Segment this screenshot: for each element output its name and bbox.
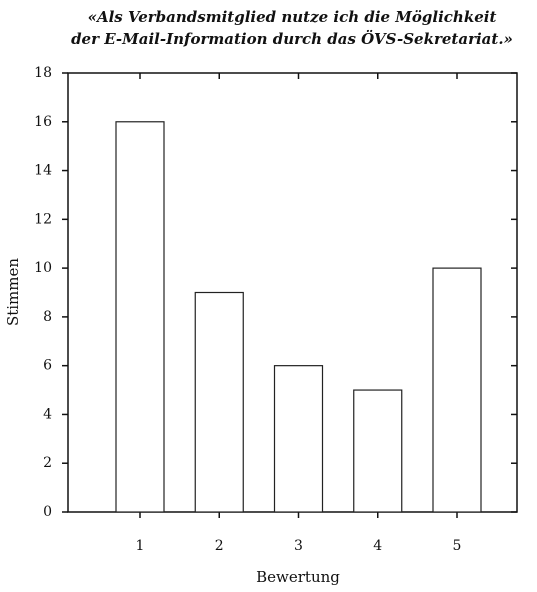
- chart-title: «Als Verbandsmitglied nutze ich die Mögl…: [88, 8, 497, 26]
- bar: [432, 267, 482, 513]
- y-tick-label: 2: [43, 455, 52, 471]
- y-tick-label: 0: [43, 504, 52, 520]
- bar: [115, 121, 165, 513]
- chart-title: der E-Mail-Information durch das ÖVS-Sek…: [71, 29, 513, 48]
- x-tick-label: 4: [373, 538, 382, 554]
- y-tick-label: 8: [43, 309, 52, 325]
- y-tick-label: 14: [34, 163, 52, 179]
- bar: [194, 291, 244, 513]
- y-tick-label: 12: [34, 211, 52, 227]
- y-tick-label: 18: [34, 65, 52, 81]
- y-tick-label: 16: [34, 114, 52, 130]
- x-tick-label: 5: [453, 538, 462, 554]
- x-tick-label: 2: [215, 538, 224, 554]
- y-tick-label: 10: [34, 260, 52, 276]
- bar: [273, 365, 324, 513]
- x-axis-label: Bewertung: [256, 568, 340, 586]
- y-tick-label: 4: [43, 406, 52, 422]
- bar: [353, 389, 403, 513]
- y-tick-label: 6: [43, 358, 52, 374]
- x-tick-label: 3: [294, 538, 303, 554]
- x-tick-label: 1: [136, 538, 145, 554]
- y-axis-label: Stimmen: [4, 258, 22, 326]
